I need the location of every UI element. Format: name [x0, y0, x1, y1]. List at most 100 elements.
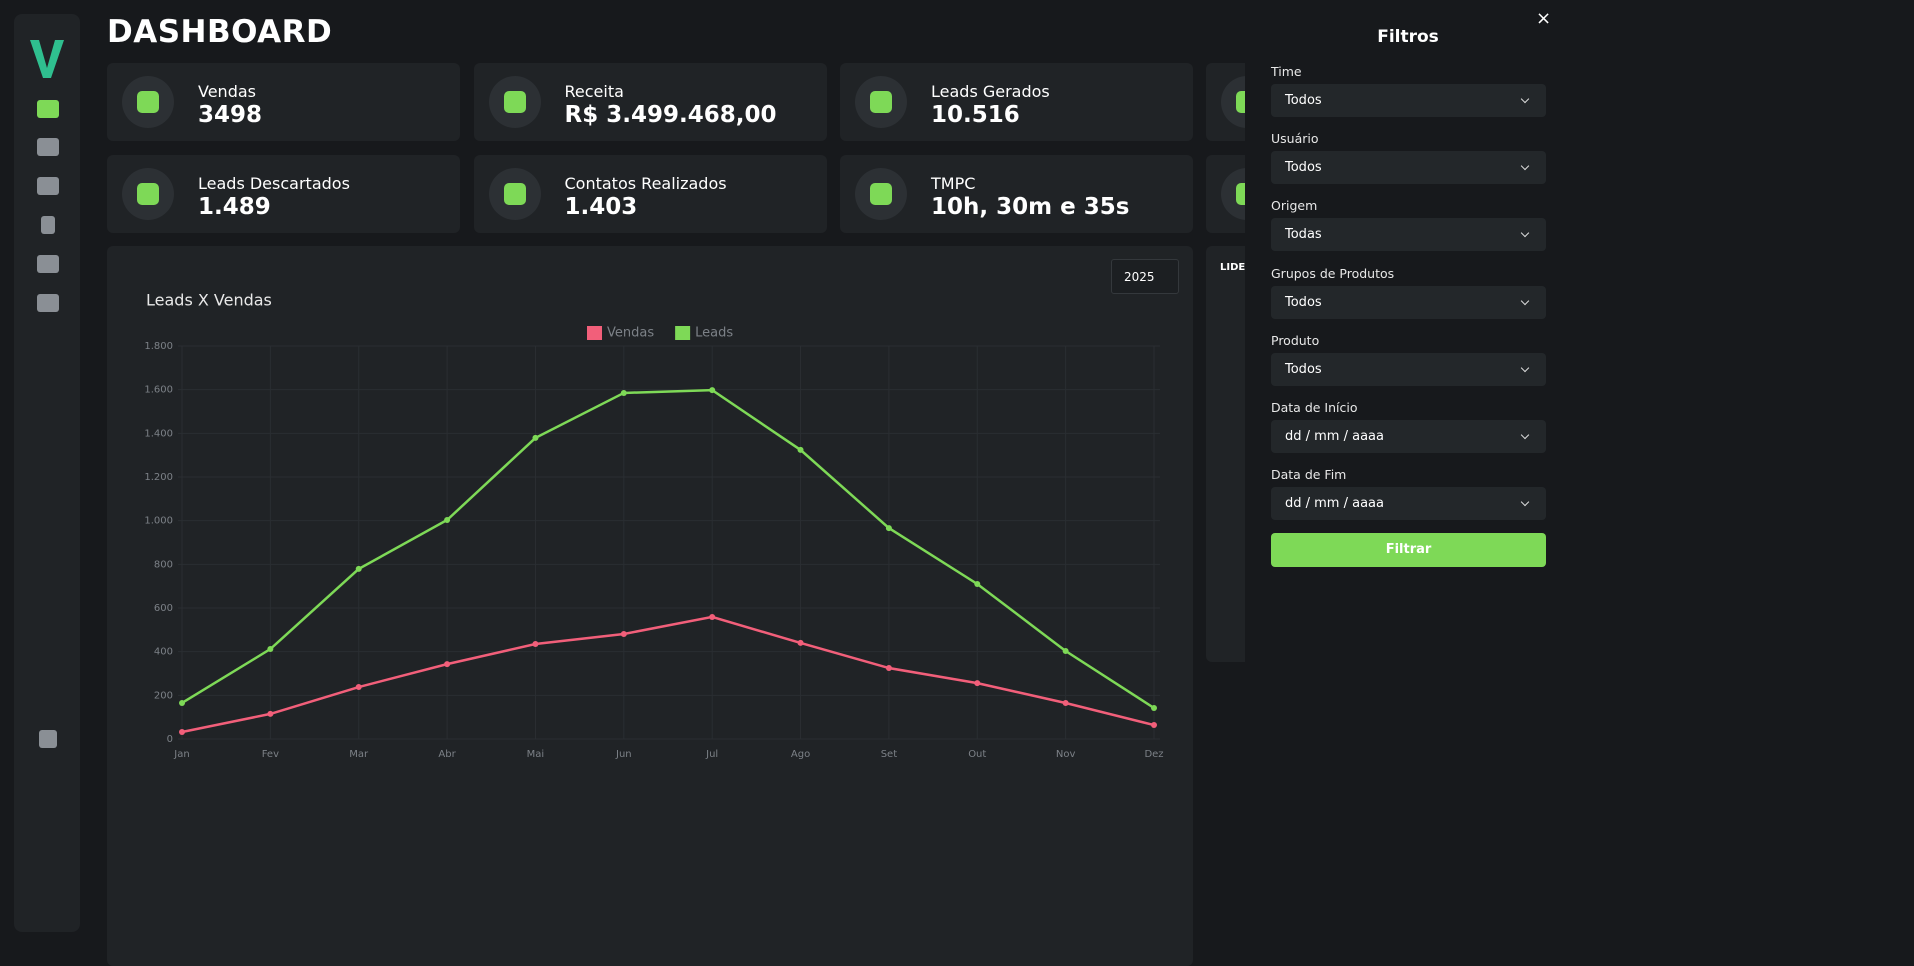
filter-input[interactable]: Todos — [1271, 151, 1546, 185]
x-tick-label: Nov — [1056, 749, 1076, 760]
logo — [30, 40, 64, 78]
filter-input[interactable]: Todos — [1271, 285, 1546, 319]
series-line — [181, 615, 1155, 734]
sidebar — [14, 14, 80, 932]
card-value: 10h, 30m e 35s — [931, 194, 1130, 220]
nav-logout[interactable] — [39, 730, 57, 748]
filter-value: dd / mm / aaaa — [1285, 429, 1384, 444]
x-tick-label: Ago — [791, 749, 810, 760]
legend-swatch — [587, 326, 602, 340]
data-point — [1062, 699, 1069, 706]
filter-button[interactable]: Filtrar — [1271, 533, 1546, 567]
y-tick-label: 1.000 — [144, 516, 173, 527]
data-point — [532, 641, 539, 648]
nav-structure[interactable] — [37, 138, 59, 156]
data-point — [885, 665, 892, 672]
card-value: R$ 3.499.468,00 — [564, 102, 777, 128]
filter-value: Todos — [1285, 93, 1322, 108]
stat-card: Leads Descartados 1.489 — [107, 155, 460, 233]
data-point — [1062, 648, 1069, 655]
legend-label: Vendas — [607, 326, 654, 341]
filter-label: Usuário — [1271, 131, 1319, 147]
dropdown-icon — [1520, 497, 1530, 507]
y-tick-label: 1.600 — [144, 385, 173, 396]
y-tick-label: 800 — [154, 559, 173, 570]
card-icon — [488, 168, 541, 220]
card-label: Leads Gerados — [931, 82, 1050, 101]
data-point — [355, 684, 362, 691]
data-point — [1151, 704, 1157, 711]
data-point — [709, 387, 716, 394]
year-select[interactable]: 2025 — [1111, 259, 1179, 294]
filter-value: Todos — [1285, 361, 1322, 377]
legend-swatch — [675, 326, 691, 340]
dropdown-icon — [1520, 296, 1530, 305]
nav-user[interactable] — [41, 216, 55, 234]
y-tick-label: 1.800 — [144, 341, 173, 352]
dropdown-icon — [1520, 229, 1530, 238]
card-icon-glyph — [137, 91, 159, 113]
x-tick-label: Out — [968, 749, 986, 760]
filter-input[interactable]: dd / mm / aaaa — [1271, 420, 1546, 453]
filter-input[interactable]: Todos — [1271, 84, 1546, 117]
nav-teams[interactable] — [37, 294, 59, 312]
chart: Leads X Vendas Jan Fev Mar Abr Mai Jun Jul Ago S… — [144, 291, 1163, 761]
card-icon — [488, 76, 541, 128]
data-point — [532, 434, 539, 441]
year-value: 2025 — [1124, 270, 1155, 284]
x-tick-label: Dez — [1144, 749, 1163, 760]
y-tick-label: 0 — [167, 734, 173, 745]
x-tick-label: Jan — [173, 749, 189, 760]
ranking-title: LIDER — [1220, 262, 1253, 273]
y-tick-label: 1.400 — [144, 428, 173, 439]
stat-card: Receita R$ 3.499.468,00 — [473, 63, 827, 141]
data-point — [355, 565, 362, 572]
data-point — [444, 661, 451, 668]
card-icon — [122, 168, 174, 220]
data-point — [974, 680, 981, 687]
x-tick-label: Jul — [705, 749, 718, 760]
card-value: 1.489 — [198, 194, 271, 220]
data-point — [709, 613, 716, 620]
chart-panel: 2025 Leads X Vendas Jan Fev Mar Abr Mai Jun Ju… — [107, 246, 1193, 966]
stat-card: Contatos Realizados 1.403 — [473, 155, 827, 233]
dropdown-icon — [1520, 94, 1530, 104]
card-label: Leads Descartados — [198, 174, 350, 193]
x-tick-label: Set — [881, 749, 898, 760]
filter-title: Filtros — [1377, 27, 1439, 47]
filter-value: Todas — [1285, 227, 1322, 243]
dropdown-icon — [1520, 430, 1530, 440]
filter-input[interactable]: Todos — [1271, 352, 1546, 386]
page-title: DASHBOARD — [107, 14, 333, 50]
card-icon — [122, 76, 174, 128]
data-point — [267, 710, 274, 717]
nav-team[interactable] — [37, 255, 59, 273]
stat-card: Leads Gerados 10.516 — [840, 63, 1193, 141]
card-label: TMPC — [931, 174, 976, 193]
data-point — [267, 646, 274, 653]
data-point — [444, 517, 451, 524]
card-value: 10.516 — [931, 102, 1020, 128]
y-tick-label: 400 — [154, 647, 173, 658]
card-icon-glyph — [870, 91, 892, 113]
filter-label: Grupos de Produtos — [1271, 265, 1395, 281]
nav-dashboard[interactable] — [37, 100, 59, 118]
filter-input[interactable]: dd / mm / aaaa — [1271, 487, 1546, 521]
y-tick-label: 1.200 — [144, 472, 173, 483]
nav-products[interactable] — [37, 177, 59, 195]
card-icon-glyph — [137, 183, 159, 205]
data-point — [620, 630, 627, 637]
series-line — [181, 388, 1155, 710]
close-button[interactable]: × — [1536, 8, 1552, 29]
data-point — [179, 699, 185, 706]
card-value: 1.403 — [564, 194, 638, 220]
card-label: Contatos Realizados — [564, 174, 727, 193]
data-point — [974, 580, 981, 587]
data-point — [885, 525, 892, 532]
filter-label: Produto — [1271, 332, 1320, 348]
data-point — [620, 389, 627, 396]
x-tick-label: Mar — [349, 749, 369, 760]
data-point — [1151, 722, 1157, 729]
filter-input[interactable]: Todas — [1271, 218, 1546, 252]
